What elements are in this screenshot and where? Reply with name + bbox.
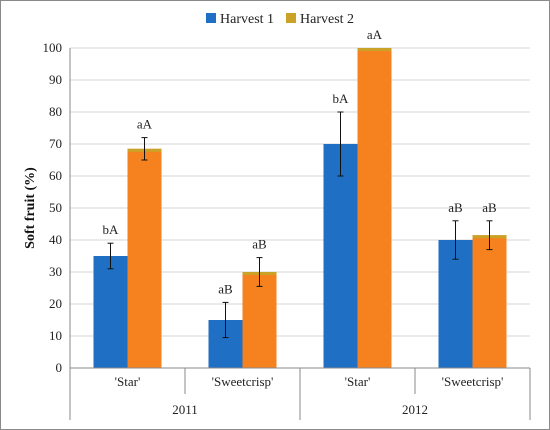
x-group-label: 2011 bbox=[172, 402, 198, 417]
y-tick-label: 30 bbox=[49, 264, 62, 279]
bar-harvest-1 bbox=[93, 256, 128, 368]
legend: Harvest 1 Harvest 2 bbox=[206, 12, 354, 27]
y-tick-label: 90 bbox=[49, 72, 62, 87]
y-tick-label: 100 bbox=[43, 40, 63, 55]
x-category-label: 'Star' bbox=[345, 374, 371, 389]
bar-harvest-2 bbox=[127, 148, 162, 368]
data-label: bA bbox=[103, 222, 120, 237]
data-label: aB bbox=[482, 200, 497, 215]
bar-harvest-1 bbox=[323, 144, 358, 368]
data-label: aB bbox=[448, 200, 463, 215]
bar-harvest-2 bbox=[242, 272, 277, 368]
data-label: bA bbox=[333, 91, 350, 106]
y-tick-labels: 0 10 20 30 40 50 60 70 80 90 100 bbox=[43, 40, 63, 375]
bar-harvest-2 bbox=[357, 48, 392, 368]
data-label: aA bbox=[137, 117, 153, 132]
data-label: aB bbox=[218, 281, 233, 296]
legend-swatch-harvest-1 bbox=[206, 13, 216, 23]
x-group-labels: 2011 2012 bbox=[172, 402, 428, 417]
bar-harvest-1 bbox=[438, 240, 473, 368]
bars bbox=[93, 48, 507, 368]
x-category-label: 'Sweetcrisp' bbox=[212, 374, 274, 389]
x-category-label: 'Sweetcrisp' bbox=[442, 374, 504, 389]
y-tick-label: 80 bbox=[49, 104, 62, 119]
data-label: aB bbox=[252, 237, 267, 252]
y-tick-label: 10 bbox=[49, 328, 62, 343]
y-axis-label: Soft fruit (%) bbox=[23, 167, 38, 249]
y-tick-label: 60 bbox=[49, 168, 62, 183]
legend-label-harvest-1: Harvest 1 bbox=[220, 12, 274, 27]
y-tick-label: 50 bbox=[49, 200, 62, 215]
y-tick-label: 20 bbox=[49, 296, 62, 311]
axes bbox=[69, 48, 531, 420]
x-group-label: 2012 bbox=[402, 402, 428, 417]
y-tick-label: 40 bbox=[49, 232, 62, 247]
bar-top-accent bbox=[357, 48, 392, 51]
data-label: aA bbox=[367, 27, 383, 42]
bar-harvest-2 bbox=[472, 235, 507, 368]
legend-swatch-harvest-2 bbox=[286, 13, 296, 23]
x-category-label: 'Star' bbox=[115, 374, 141, 389]
y-tick-label: 70 bbox=[49, 136, 62, 151]
legend-label-harvest-2: Harvest 2 bbox=[300, 12, 354, 27]
y-tick-label: 0 bbox=[56, 360, 63, 375]
data-labels: bA aB bA aB aA aB aA aB bbox=[103, 27, 497, 296]
error-bars bbox=[107, 111, 493, 339]
x-category-labels: 'Star' 'Sweetcrisp' 'Star' 'Sweetcrisp' bbox=[115, 374, 504, 389]
